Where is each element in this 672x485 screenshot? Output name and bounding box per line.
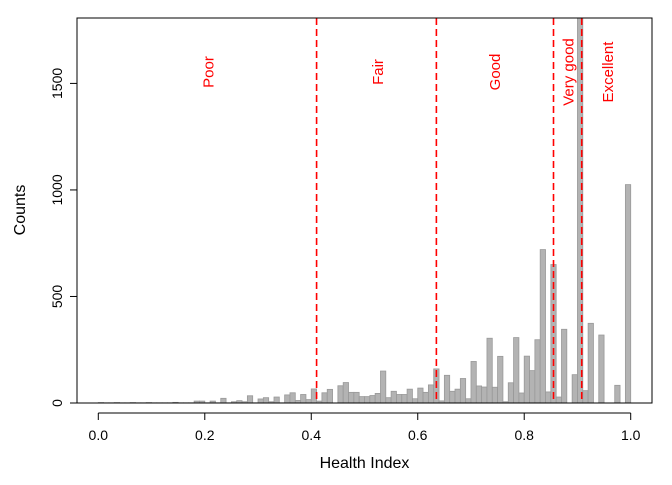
histogram-bar — [322, 393, 327, 403]
histogram-bar — [380, 371, 385, 403]
histogram-bar — [615, 385, 620, 403]
y-tick-label: 1000 — [49, 174, 65, 205]
histogram-bar — [301, 394, 306, 403]
x-axis: 0.0 0.2 0.4 0.6 0.8 1.0 — [89, 413, 641, 443]
x-tick-label: 0.2 — [195, 427, 215, 443]
histogram-bar — [450, 391, 455, 403]
histogram-bar — [343, 383, 348, 403]
histogram-bar — [514, 338, 519, 403]
histogram-bar — [396, 394, 401, 403]
histogram-bar — [407, 389, 412, 403]
histogram-bar — [540, 250, 545, 403]
category-label: Fair — [370, 59, 387, 85]
histogram-bar — [370, 396, 375, 403]
histogram-bar — [625, 185, 630, 403]
category-label: Very good — [560, 38, 577, 106]
y-tick-label: 1500 — [49, 68, 65, 99]
histogram-bar — [306, 400, 311, 403]
histogram-bar — [546, 392, 551, 403]
category-label: Poor — [201, 56, 218, 88]
histogram-bar — [460, 378, 465, 403]
histogram-bar — [423, 392, 428, 403]
histogram-bar — [221, 398, 226, 403]
histogram-bar — [444, 375, 449, 403]
bars-group — [98, 18, 630, 403]
histogram-bar — [418, 388, 423, 403]
histogram-bar — [349, 392, 354, 403]
histogram-bar — [386, 398, 391, 403]
histogram-bar — [519, 393, 524, 403]
histogram-bar — [556, 397, 561, 403]
histogram-bar — [338, 386, 343, 403]
histogram-bar — [365, 397, 370, 403]
histogram-bar — [492, 387, 497, 403]
histogram-bar — [530, 371, 535, 403]
histogram-bar — [524, 356, 529, 403]
histogram-bar — [471, 361, 476, 403]
histogram-bar — [487, 338, 492, 403]
histogram-bar — [354, 392, 359, 403]
x-axis-label: Health Index — [320, 455, 410, 472]
histogram-bar — [402, 394, 407, 403]
histogram-bar — [391, 391, 396, 403]
histogram-bar — [247, 396, 252, 403]
histogram-bar — [588, 323, 593, 403]
histogram-bar — [274, 397, 279, 403]
y-axis: 0 500 1000 1500 — [49, 68, 77, 407]
x-tick-label: 0.0 — [89, 427, 109, 443]
histogram-bar — [359, 397, 364, 403]
histogram-bar — [476, 386, 481, 403]
histogram-bar — [428, 385, 433, 403]
histogram-bar — [561, 329, 566, 403]
histogram-bar — [583, 391, 588, 403]
histogram-bar — [482, 387, 487, 403]
histogram-bar — [572, 375, 577, 403]
histogram-bar — [375, 393, 380, 403]
x-tick-label: 0.6 — [408, 427, 428, 443]
histogram-bar — [466, 399, 471, 403]
histogram-bar — [263, 398, 268, 403]
histogram-bar — [258, 399, 263, 403]
histogram-bar — [498, 356, 503, 403]
histogram-bar — [508, 383, 513, 403]
x-tick-label: 1.0 — [621, 427, 641, 443]
annotations: Poor Fair Good Very good Excellent — [201, 38, 617, 106]
histogram-bar — [290, 393, 295, 403]
histogram-bar — [455, 389, 460, 403]
histogram-bar — [327, 389, 332, 403]
histogram-bar — [412, 399, 417, 403]
x-tick-label: 0.8 — [514, 427, 534, 443]
x-tick-label: 0.4 — [302, 427, 322, 443]
histogram-bar — [599, 335, 604, 403]
category-label: Good — [487, 54, 504, 91]
y-tick-label: 0 — [49, 399, 65, 407]
histogram-bar — [285, 395, 290, 403]
category-label: Excellent — [600, 41, 617, 103]
y-tick-label: 500 — [49, 285, 65, 309]
y-axis-label: Counts — [12, 185, 29, 236]
histogram-bar — [535, 340, 540, 403]
